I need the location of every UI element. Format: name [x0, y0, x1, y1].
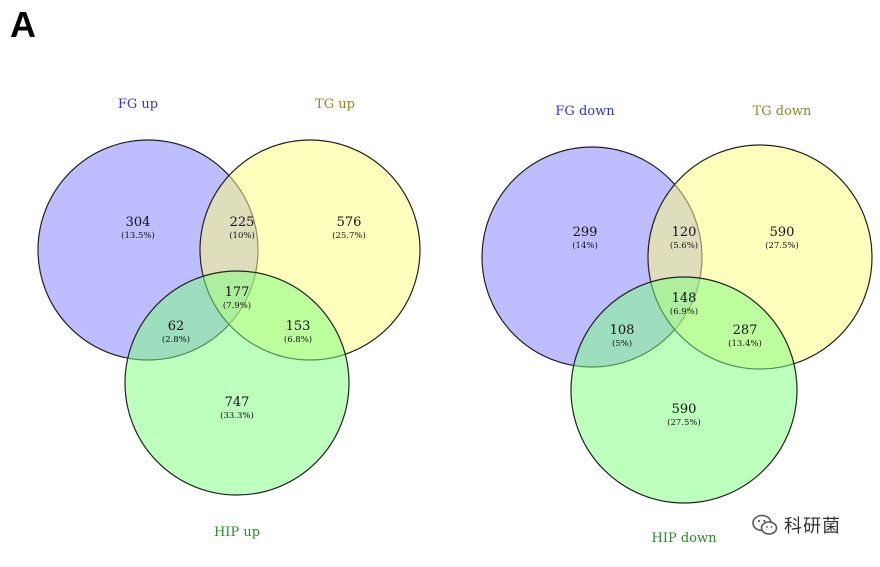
region-count-hip: 590 — [672, 402, 697, 417]
region-percent-fg-tg: (10%) — [229, 230, 255, 241]
region-percent-hip: (27.5%) — [667, 417, 701, 428]
set-circle-hip-down — [570, 276, 798, 504]
region-percent-tg: (27.5%) — [765, 240, 799, 251]
region-count-tg-hip: 287 — [733, 323, 758, 338]
region-count-hip: 747 — [225, 395, 250, 410]
region-count-fg-hip: 62 — [168, 319, 185, 334]
region-percent-tg-hip: (13.4%) — [728, 338, 762, 349]
region-percent-hip: (33.3%) — [220, 410, 254, 421]
set-label-fg-up: FG up — [118, 97, 158, 112]
watermark: 科研菌 — [752, 512, 841, 538]
set-label-hip-up: HIP up — [214, 525, 260, 540]
region-percent-fg: (14%) — [572, 240, 598, 251]
region-count-tg-hip: 153 — [286, 319, 311, 334]
region-percent-fg-hip: (2.8%) — [162, 334, 190, 345]
set-label-tg-down: TG down — [753, 104, 812, 119]
watermark-text: 科研菌 — [784, 516, 841, 537]
region-count-tg: 576 — [337, 215, 362, 230]
region-count-fg-hip: 108 — [610, 323, 635, 338]
region-percent-tg: (25.7%) — [332, 230, 366, 241]
region-percent-fg: (13.5%) — [121, 230, 155, 241]
region-count-fg-tg: 225 — [230, 215, 255, 230]
region-count-tg: 590 — [770, 225, 795, 240]
set-label-tg-up: TG up — [315, 97, 355, 112]
region-count-fg: 304 — [126, 215, 151, 230]
region-percent-fg-tg: (5.6%) — [670, 240, 698, 251]
region-count-fg-tg-hip: 148 — [672, 291, 697, 306]
region-count-fg-tg: 120 — [672, 225, 697, 240]
region-percent-fg-tg-hip: (7.9%) — [223, 300, 251, 311]
region-percent-fg-hip: (5%) — [612, 338, 632, 349]
wechat-icon — [752, 514, 778, 535]
region-count-fg-tg-hip: 177 — [225, 285, 250, 300]
region-percent-fg-tg-hip: (6.9%) — [670, 306, 698, 317]
panel-label: A — [10, 4, 36, 45]
set-label-hip-down: HIP down — [652, 531, 718, 546]
region-count-fg: 299 — [573, 225, 598, 240]
set-label-fg-down: FG down — [555, 104, 615, 119]
region-percent-tg-hip: (6.8%) — [284, 334, 312, 345]
set-circle-hip-up — [124, 270, 350, 496]
